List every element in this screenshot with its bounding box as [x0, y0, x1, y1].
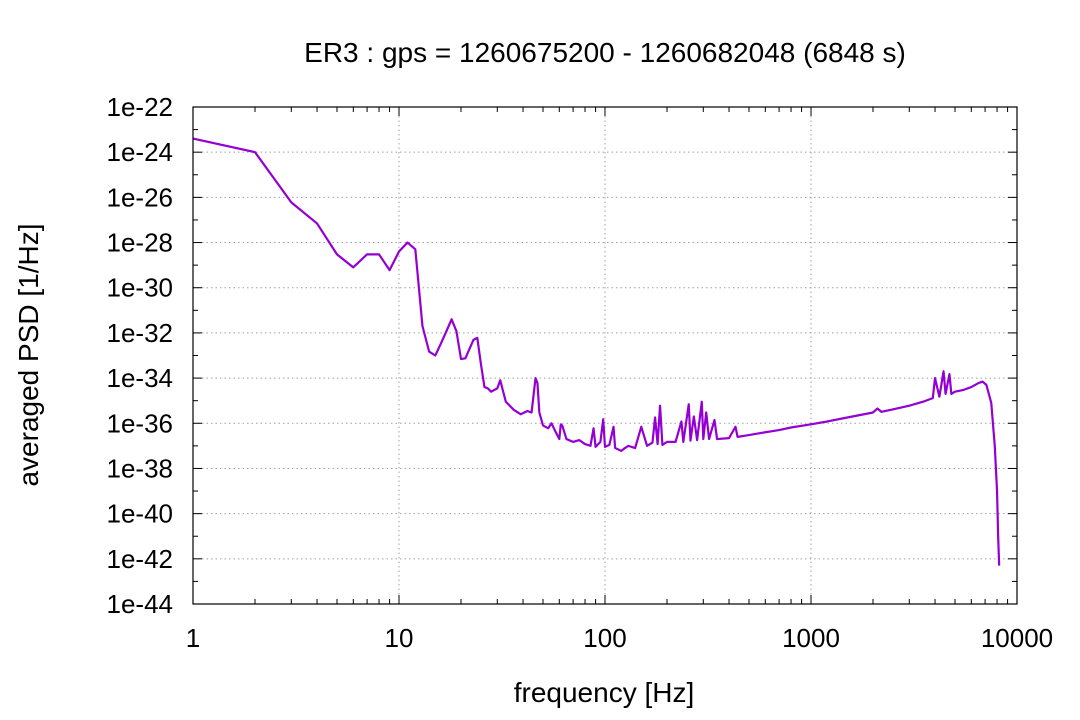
series-layer [192, 137, 1001, 566]
y-tick-label: 1e-26 [107, 182, 174, 212]
x-tick-label: 10 [385, 623, 414, 653]
y-tick-label: 1e-38 [107, 453, 174, 483]
y-tick-label: 1e-28 [107, 228, 174, 258]
x-tick-label: 1000 [782, 623, 840, 653]
y-tick-labels: 1e-22 1e-24 1e-26 1e-28 1e-30 1e-32 1e-34 1e-36… [107, 92, 174, 619]
y-axis-label: averaged PSD [1/Hz] [13, 223, 44, 486]
y-tick-label: 1e-22 [107, 92, 174, 122]
x-tick-labels: 1 10 100 1000 10000 [186, 623, 1053, 653]
y-tick-label: 1e-40 [107, 499, 174, 529]
chart-title: ER3 : gps = 1260675200 - 1260682048 (684… [304, 37, 906, 68]
y-tick-label: 1e-34 [107, 363, 174, 393]
x-tick-label: 10000 [981, 623, 1053, 653]
y-tick-label: 1e-44 [107, 589, 174, 619]
y-tick-label: 1e-24 [107, 137, 174, 167]
x-tick-label: 100 [583, 623, 626, 653]
x-axis-label: frequency [Hz] [514, 677, 695, 708]
plot-frame [192, 106, 1018, 605]
x-tick-label: 1 [186, 623, 200, 653]
y-tick-label: 1e-42 [107, 544, 174, 574]
grid-layer [193, 107, 1017, 604]
y-tick-label: 1e-32 [107, 318, 174, 348]
y-tick-label: 1e-30 [107, 273, 174, 303]
psd-series-line [192, 137, 1001, 566]
y-tick-label: 1e-36 [107, 408, 174, 438]
